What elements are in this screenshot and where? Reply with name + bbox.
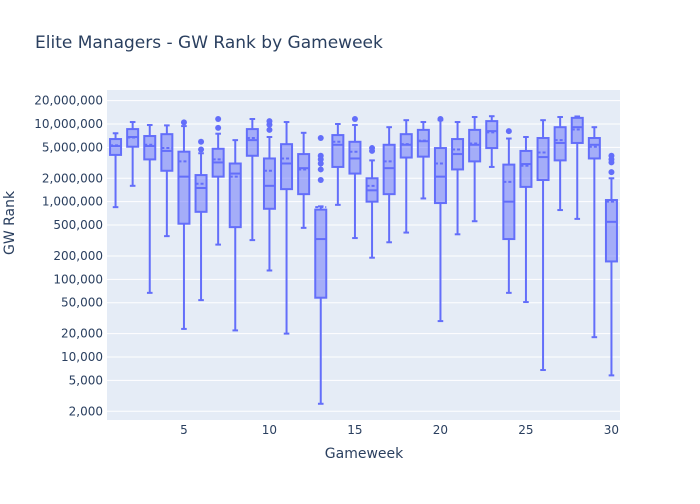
x-tick-label: 15 bbox=[347, 423, 362, 437]
y-tick-label: 10,000 bbox=[61, 350, 103, 364]
y-axis-ticks: 2,000 5,000 10,000 20,000 50,000 100,000 200,0… bbox=[34, 94, 103, 419]
x-tick-label: 25 bbox=[518, 423, 533, 437]
outlier-point[interactable] bbox=[317, 135, 324, 142]
y-tick-label: 2,000,000 bbox=[42, 171, 103, 185]
outlier-point[interactable] bbox=[369, 145, 376, 152]
box-gw-29[interactable] bbox=[587, 126, 601, 339]
outlier-point[interactable] bbox=[198, 146, 205, 153]
y-tick-label: 20,000,000 bbox=[34, 94, 103, 108]
gridlines bbox=[107, 100, 620, 412]
x-axis-ticks: 5 10 15 20 25 30 bbox=[180, 423, 619, 437]
box-gw-23[interactable] bbox=[485, 115, 499, 168]
outlier-point[interactable] bbox=[437, 115, 444, 122]
y-axis-title: GW Rank bbox=[2, 190, 18, 255]
outlier-point[interactable] bbox=[317, 166, 324, 173]
y-tick-label: 100,000 bbox=[53, 272, 103, 286]
outlier-point[interactable] bbox=[317, 152, 324, 159]
outlier-point[interactable] bbox=[505, 128, 512, 135]
box-gw-8[interactable] bbox=[228, 139, 242, 332]
box-gw-4[interactable] bbox=[160, 124, 174, 238]
plot-area bbox=[107, 90, 620, 420]
box-series bbox=[109, 115, 618, 405]
box-gw-11[interactable] bbox=[280, 121, 294, 335]
outlier-point[interactable] bbox=[317, 177, 324, 184]
box-gw-17[interactable] bbox=[382, 126, 396, 244]
outlier-point[interactable] bbox=[608, 169, 615, 176]
box-gw-27[interactable] bbox=[553, 116, 567, 212]
y-tick-label: 5,000 bbox=[69, 373, 103, 387]
y-tick-label: 500,000 bbox=[53, 218, 103, 232]
box-gw-15[interactable] bbox=[348, 115, 362, 240]
box-gw-24[interactable] bbox=[502, 128, 516, 294]
box-gw-7[interactable] bbox=[211, 115, 225, 246]
y-tick-label: 50,000 bbox=[61, 296, 103, 310]
box-gw-26[interactable] bbox=[536, 119, 550, 372]
chart-title: Elite Managers - GW Rank by Gameweek bbox=[35, 33, 383, 53]
outlier-point[interactable] bbox=[215, 115, 222, 122]
box-gw-14[interactable] bbox=[331, 123, 345, 206]
box-gw-21[interactable] bbox=[451, 121, 465, 236]
box-gw-28[interactable] bbox=[570, 115, 584, 220]
box-gw-5[interactable] bbox=[177, 119, 191, 330]
outlier-point[interactable] bbox=[266, 126, 273, 133]
y-tick-label: 10,000,000 bbox=[34, 117, 103, 131]
outlier-point[interactable] bbox=[180, 119, 187, 126]
box-gw-20[interactable] bbox=[433, 115, 447, 323]
outlier-point[interactable] bbox=[608, 152, 615, 159]
box-gw-1[interactable] bbox=[109, 132, 123, 209]
y-tick-label: 200,000 bbox=[53, 249, 103, 263]
x-tick-label: 10 bbox=[262, 423, 277, 437]
x-tick-label: 20 bbox=[433, 423, 448, 437]
y-tick-label: 20,000 bbox=[61, 327, 103, 341]
y-tick-label: 5,000,000 bbox=[42, 140, 103, 154]
box-gw-19[interactable] bbox=[416, 121, 430, 200]
outlier-point[interactable] bbox=[266, 118, 273, 125]
box-gw-12[interactable] bbox=[297, 131, 311, 229]
outlier-point[interactable] bbox=[198, 138, 205, 145]
box-gw-9[interactable] bbox=[245, 117, 259, 242]
outlier-point[interactable] bbox=[215, 124, 222, 131]
x-axis-title: Gameweek bbox=[324, 446, 404, 462]
y-tick-label: 1,000,000 bbox=[42, 195, 103, 209]
y-tick-label: 2,000 bbox=[69, 404, 103, 418]
box-gw-30[interactable] bbox=[604, 152, 618, 377]
box-gw-25[interactable] bbox=[519, 136, 533, 304]
box-gw-16[interactable] bbox=[365, 145, 379, 259]
outlier-point[interactable] bbox=[351, 115, 358, 122]
x-tick-label: 5 bbox=[180, 423, 188, 437]
box-gw-10[interactable] bbox=[262, 118, 276, 272]
x-tick-label: 30 bbox=[604, 423, 619, 437]
box-gw-2[interactable] bbox=[126, 121, 140, 187]
box-gw-22[interactable] bbox=[468, 116, 482, 223]
box-gw-6[interactable] bbox=[194, 138, 208, 302]
box-gw-18[interactable] bbox=[399, 119, 413, 234]
box-gw-3[interactable] bbox=[143, 124, 157, 294]
box-gw-13[interactable] bbox=[314, 135, 328, 405]
